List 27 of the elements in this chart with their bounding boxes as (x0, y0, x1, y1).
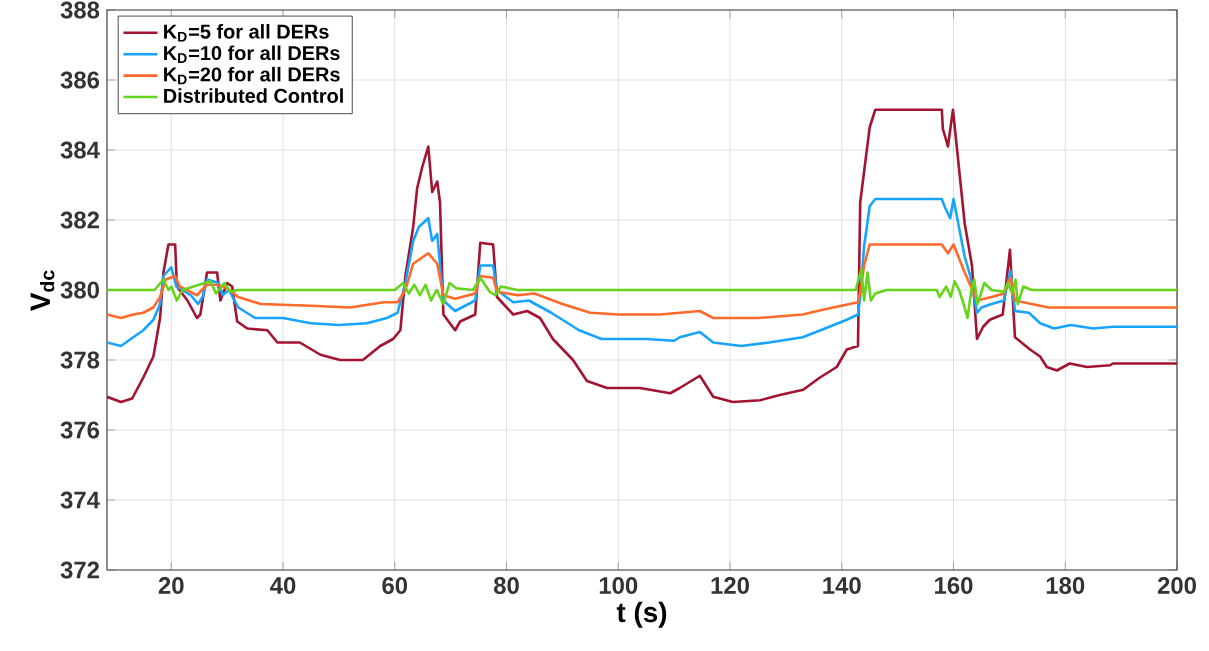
x-tick-label: 60 (382, 577, 408, 594)
legend-label: K$_{D}$=20 for all DERs (164, 66, 340, 85)
y-tick-label: 380 (60, 281, 99, 299)
x-tick-label: 80 (493, 577, 519, 594)
x-tick-label: 160 (935, 577, 973, 594)
x-tick-label: 180 (1046, 577, 1085, 594)
line-series (107, 267, 1178, 320)
legend-label: Distributed Control (164, 88, 343, 103)
y-tick-label: 376 (60, 421, 100, 439)
x-tick-label: 40 (270, 577, 296, 594)
y-tick-label: 384 (60, 141, 100, 159)
line-series (107, 243, 1178, 320)
y-tick-label: 382 (60, 211, 99, 229)
y-tick-label: 374 (60, 491, 100, 509)
y-tick-label: 372 (60, 561, 99, 579)
y-tick-label: 386 (60, 71, 100, 89)
x-tick-label: 200 (1157, 577, 1196, 594)
x-tick-label: 20 (158, 577, 184, 594)
y-axis-title: V$_{dc}$ (30, 270, 55, 311)
x-tick-label: 140 (823, 577, 861, 594)
x-axis-title: t (s) (616, 601, 667, 628)
x-tick-label: 100 (599, 577, 638, 594)
legend-label: K$_{D}$=5 for all DERs (164, 24, 329, 42)
y-tick-label: 388 (60, 1, 100, 19)
x-tick-label: 120 (711, 577, 749, 594)
y-tick-label: 378 (60, 351, 100, 369)
legend-label: K$_{D}$=10 for all DERs (164, 45, 340, 63)
